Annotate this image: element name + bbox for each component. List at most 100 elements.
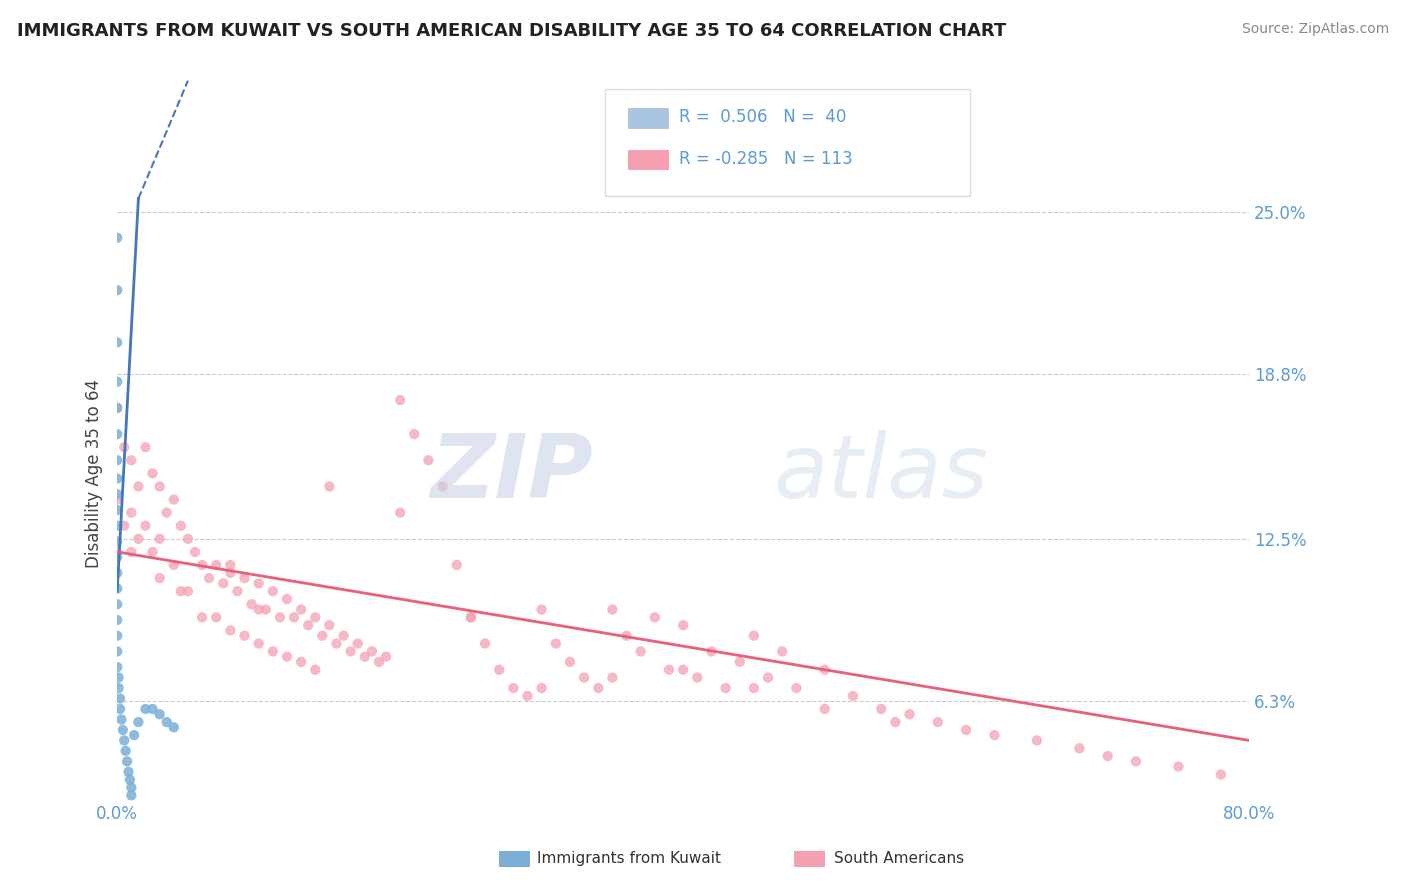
Point	[226, 584, 249, 599]
Point	[346, 636, 368, 650]
Point	[728, 655, 751, 669]
Point	[460, 610, 482, 624]
Point	[105, 492, 128, 507]
Point	[105, 503, 128, 517]
Point	[602, 602, 624, 616]
Point	[108, 702, 131, 716]
Point	[814, 702, 837, 716]
Point	[884, 715, 907, 730]
Point	[118, 772, 141, 787]
Point	[107, 681, 129, 695]
Point	[325, 636, 347, 650]
Point	[304, 663, 326, 677]
Point	[117, 764, 139, 779]
Point	[108, 691, 131, 706]
Point	[142, 467, 165, 481]
Point	[163, 492, 186, 507]
Point	[114, 744, 136, 758]
Point	[120, 506, 142, 520]
Point	[368, 655, 391, 669]
Y-axis label: Disability Age 35 to 64: Disability Age 35 to 64	[86, 379, 103, 568]
Point	[530, 681, 553, 695]
Point	[644, 610, 666, 624]
Point	[134, 518, 156, 533]
Point	[983, 728, 1005, 742]
Point	[233, 571, 256, 585]
Point	[122, 728, 145, 742]
Point	[927, 715, 949, 730]
Point	[785, 681, 807, 695]
Point	[105, 283, 128, 297]
Point	[446, 558, 468, 572]
Point	[558, 655, 581, 669]
Point	[134, 440, 156, 454]
Point	[233, 629, 256, 643]
Point	[247, 576, 270, 591]
Point	[262, 644, 284, 658]
Point	[290, 655, 312, 669]
Point	[177, 532, 200, 546]
Point	[297, 618, 319, 632]
Point	[318, 618, 340, 632]
Point	[163, 558, 186, 572]
Point	[105, 487, 128, 501]
Point	[163, 720, 186, 734]
Point	[105, 534, 128, 549]
Point	[418, 453, 440, 467]
Point	[304, 610, 326, 624]
Point	[658, 663, 681, 677]
Point	[672, 663, 695, 677]
Point	[205, 610, 228, 624]
Point	[105, 401, 128, 415]
Point	[269, 610, 291, 624]
Point	[404, 427, 426, 442]
Point	[219, 558, 242, 572]
Point	[1069, 741, 1091, 756]
Point	[219, 566, 242, 580]
Point	[332, 629, 354, 643]
Point	[814, 663, 837, 677]
Point	[602, 671, 624, 685]
Point	[1097, 749, 1119, 764]
Point	[254, 602, 277, 616]
Text: R =  0.506   N =  40: R = 0.506 N = 40	[679, 108, 846, 126]
Point	[105, 401, 128, 415]
Point	[105, 453, 128, 467]
Point	[1167, 759, 1189, 773]
Point	[120, 453, 142, 467]
Point	[112, 440, 135, 454]
Point	[120, 780, 142, 795]
Point	[1125, 755, 1147, 769]
Point	[107, 671, 129, 685]
Point	[127, 715, 149, 730]
Point	[112, 733, 135, 747]
Point	[105, 613, 128, 627]
Point	[247, 602, 270, 616]
Point	[105, 472, 128, 486]
Point	[149, 707, 172, 722]
Point	[474, 636, 496, 650]
Point	[360, 644, 382, 658]
Point	[105, 660, 128, 674]
Point	[955, 723, 977, 737]
Point	[572, 671, 595, 685]
Point	[142, 702, 165, 716]
Text: atlas: atlas	[773, 430, 988, 516]
Point	[339, 644, 361, 658]
Point	[191, 558, 214, 572]
Point	[742, 681, 765, 695]
Point	[127, 479, 149, 493]
Point	[170, 584, 193, 599]
Point	[318, 479, 340, 493]
Point	[105, 231, 128, 245]
Point	[127, 532, 149, 546]
Point	[105, 518, 128, 533]
Point	[105, 550, 128, 565]
Point	[105, 335, 128, 350]
Point	[460, 610, 482, 624]
Point	[700, 644, 723, 658]
Point	[111, 723, 134, 737]
Point	[1025, 733, 1047, 747]
Point	[184, 545, 207, 559]
Point	[212, 576, 235, 591]
